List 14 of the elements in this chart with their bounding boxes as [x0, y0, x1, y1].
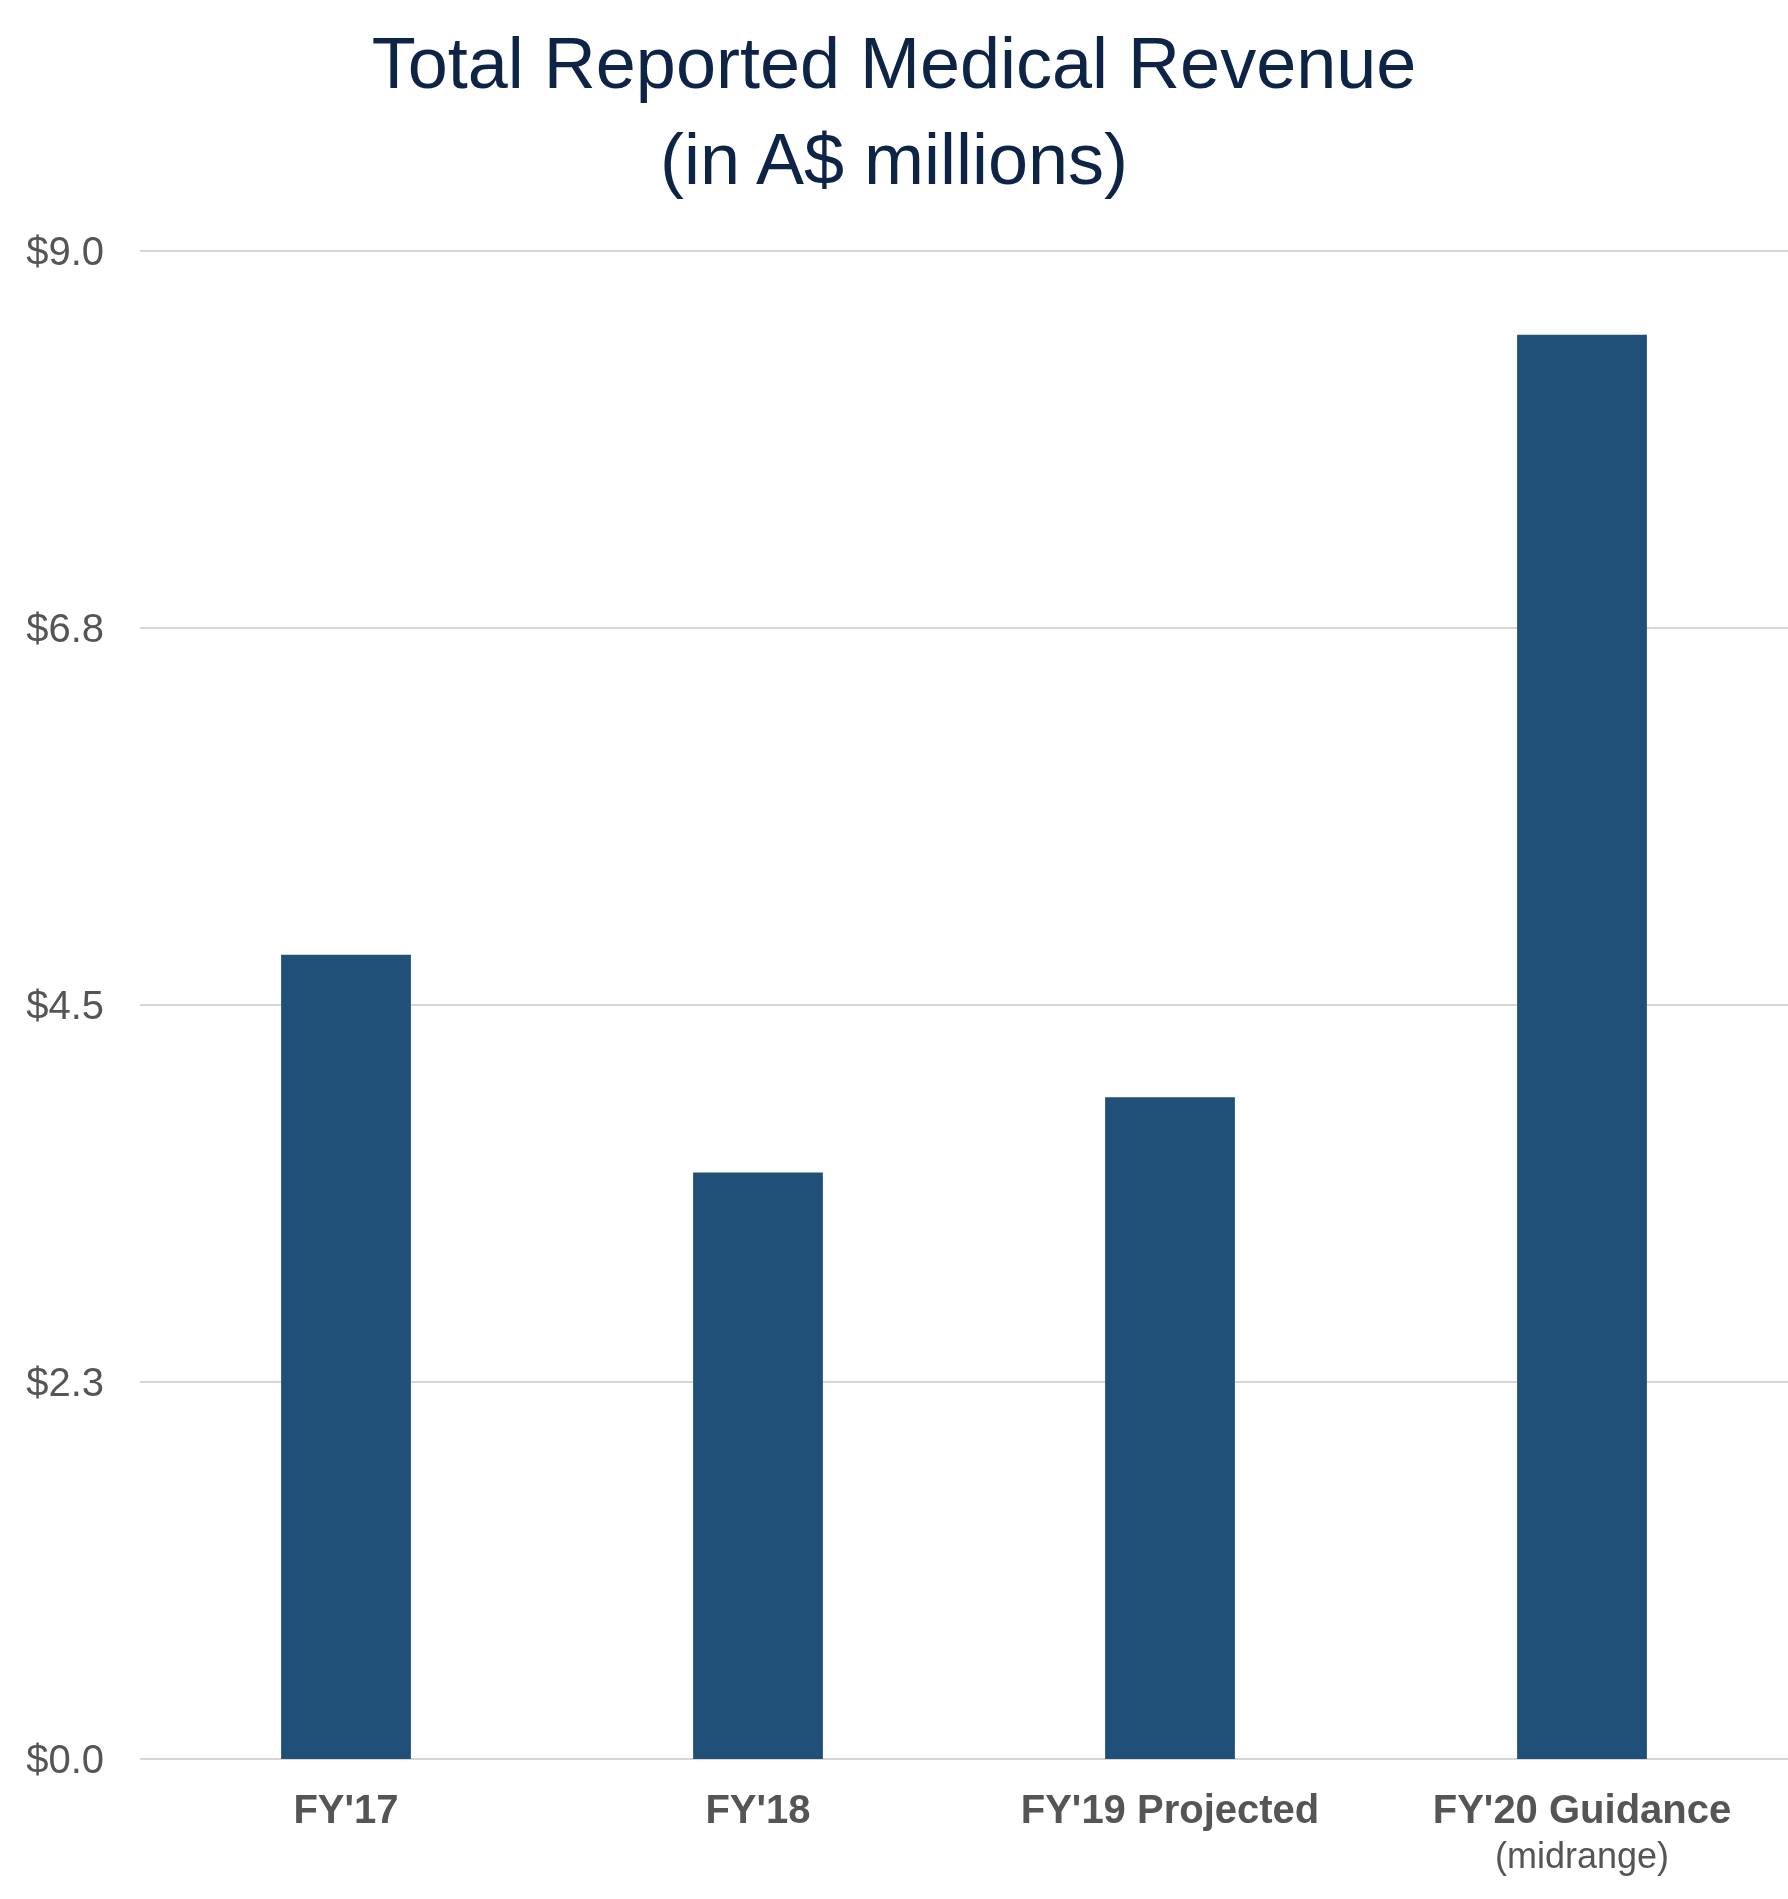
bar — [281, 954, 411, 1759]
y-tick-label: $6.8 — [26, 606, 104, 650]
x-tick-label: FY'19 Projected — [1020, 1787, 1320, 1831]
y-tick-label: $0.0 — [26, 1737, 104, 1781]
bar — [1105, 1097, 1235, 1759]
y-tick-label: $2.3 — [26, 1360, 104, 1404]
y-tick-label: $9.0 — [26, 229, 104, 273]
bar — [693, 1172, 823, 1759]
y-tick-label: $4.5 — [26, 983, 104, 1027]
x-tick-label: FY'17 — [293, 1787, 399, 1831]
bar — [1517, 334, 1647, 1759]
chart-title: Total Reported Medical Revenue (in A$ millions) — [371, 23, 1417, 199]
x-tick-label: FY'20 Guidance (midrange) — [1432, 1787, 1732, 1876]
x-tick-label: FY'18 — [705, 1787, 811, 1831]
